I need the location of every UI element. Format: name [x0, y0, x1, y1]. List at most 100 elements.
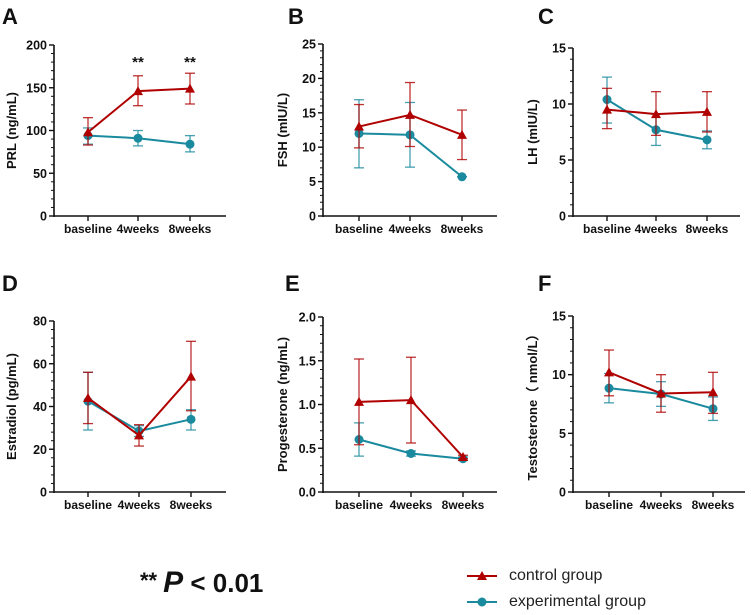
- data-point-triangle: [405, 109, 415, 119]
- panel-a: A 0 50 100 150 200 PRL (ng/mL) baseline 4weeks **…: [2, 4, 226, 236]
- data-point-triangle: [457, 129, 467, 139]
- y-tick-label: 50: [33, 167, 47, 181]
- panel-b: B 0 5 10 15 20 25 FSH (mIU/L) baseline 4weeks 8wee…: [275, 4, 497, 236]
- y-axis-label: LH (mIU/L): [525, 99, 540, 165]
- x-tick-label: 4weeks: [635, 222, 678, 236]
- y-tick-label: 60: [33, 357, 47, 371]
- y-tick-label: 20: [33, 443, 47, 457]
- y-tick-label: 80: [33, 315, 47, 329]
- data-point-circle: [406, 449, 416, 458]
- data-point-triangle: [134, 430, 144, 440]
- data-point-circle: [185, 139, 195, 149]
- data-point-triangle: [354, 121, 364, 131]
- legend-item-experimental: experimental group: [467, 589, 646, 615]
- significance-annotation: **: [184, 54, 196, 71]
- x-tick-label: baseline: [64, 222, 112, 236]
- x-tick-label: baseline: [64, 498, 112, 512]
- data-point-circle: [133, 133, 143, 143]
- y-tick-label: 1.0: [299, 398, 316, 412]
- panel-letter: E: [285, 271, 300, 296]
- panel-letter: A: [2, 4, 18, 29]
- y-tick-label: 5: [559, 427, 566, 441]
- legend: control group experimental group: [467, 563, 646, 615]
- panel-letter: B: [288, 4, 304, 29]
- y-tick-label: 0.5: [299, 442, 316, 456]
- significance-annotation: **: [132, 54, 144, 71]
- x-tick-label: baseline: [583, 222, 631, 236]
- circle-marker-icon: [467, 597, 497, 607]
- p-symbol: P: [163, 566, 184, 599]
- y-tick-label: 0: [309, 210, 316, 224]
- x-tick-label: 4weeks: [389, 222, 432, 236]
- significance-stars: **: [140, 568, 158, 593]
- data-point-triangle: [406, 395, 416, 405]
- y-axis-label: Testosterone（ nmol/L）: [525, 328, 540, 481]
- x-tick-label: 4weeks: [117, 222, 160, 236]
- y-axis-label: Progesterone (ng/mL): [275, 337, 290, 472]
- panel-letter: D: [2, 271, 18, 296]
- x-tick-label: 8weeks: [692, 498, 735, 512]
- y-tick-label: 0.0: [299, 486, 316, 500]
- panel-d: D 0 20 40 60 80 Estradiol (pg/mL) baseline 4week…: [2, 271, 226, 512]
- x-tick-label: 8weeks: [170, 498, 213, 512]
- y-tick-label: 2.0: [299, 311, 316, 325]
- data-point-triangle: [133, 86, 143, 96]
- y-tick-label: 1.5: [299, 354, 316, 368]
- x-tick-label: 4weeks: [390, 498, 433, 512]
- y-tick-label: 5: [309, 175, 316, 189]
- x-tick-label: baseline: [335, 222, 383, 236]
- data-point-triangle: [604, 367, 614, 377]
- x-tick-label: 8weeks: [686, 222, 729, 236]
- series-control: [602, 87, 712, 137]
- panel-letter: F: [538, 271, 551, 296]
- x-tick-label: 4weeks: [118, 498, 161, 512]
- y-tick-label: 25: [302, 38, 316, 52]
- series-control: [83, 340, 196, 447]
- data-point-circle: [186, 414, 196, 424]
- y-tick-label: 0: [559, 210, 566, 224]
- data-point-triangle: [651, 109, 661, 119]
- series-control: [354, 356, 468, 461]
- y-axis-label: Estradiol (pg/mL): [4, 353, 19, 460]
- y-tick-label: 150: [26, 81, 47, 95]
- y-tick-label: 0: [40, 486, 47, 500]
- data-point-triangle: [458, 452, 468, 461]
- legend-label: experimental group: [509, 593, 646, 610]
- x-tick-label: 8weeks: [442, 498, 485, 512]
- y-tick-label: 0: [559, 486, 566, 500]
- y-tick-label: 10: [552, 98, 566, 112]
- legend-label: control group: [509, 567, 603, 584]
- data-point-triangle: [702, 106, 712, 116]
- y-tick-label: 10: [302, 141, 316, 155]
- data-point-triangle: [602, 104, 612, 114]
- data-point-triangle: [83, 392, 93, 402]
- y-tick-label: 10: [552, 368, 566, 382]
- series-control: [604, 349, 718, 415]
- data-point-triangle: [186, 371, 196, 381]
- data-point-triangle: [708, 387, 718, 397]
- x-tick-label: 8weeks: [169, 222, 212, 236]
- panel-e: E 0.0 0.5 1.0 1.5 2.0 Progesterone (ng/mL) base…: [275, 271, 497, 512]
- x-tick-label: 8weeks: [441, 222, 484, 236]
- y-tick-label: 200: [26, 39, 47, 53]
- x-tick-label: 4weeks: [640, 498, 683, 512]
- legend-item-control: control group: [467, 563, 646, 589]
- data-point-triangle: [185, 83, 195, 93]
- x-tick-label: baseline: [335, 498, 383, 512]
- y-tick-label: 0: [40, 210, 47, 224]
- y-axis-label: FSH (mIU/L): [275, 93, 290, 167]
- panel-f: F 0 5 10 15 Testosterone（ nmol/L） baseline 4wee…: [525, 271, 745, 512]
- series-control: [354, 81, 467, 161]
- data-point-triangle: [83, 127, 93, 137]
- panel-c: C 0 5 10 15 LH (mIU/L) baseline 4weeks 8weeks: [525, 4, 740, 236]
- series-experimental: [83, 127, 195, 153]
- data-point-triangle: [656, 388, 666, 398]
- data-point-circle: [702, 135, 712, 145]
- p-threshold: < 0.01: [190, 568, 264, 598]
- y-tick-label: 40: [33, 400, 47, 414]
- data-point-circle: [457, 172, 467, 182]
- y-tick-label: 15: [302, 106, 316, 120]
- x-tick-label: baseline: [585, 498, 633, 512]
- y-tick-label: 5: [559, 154, 566, 168]
